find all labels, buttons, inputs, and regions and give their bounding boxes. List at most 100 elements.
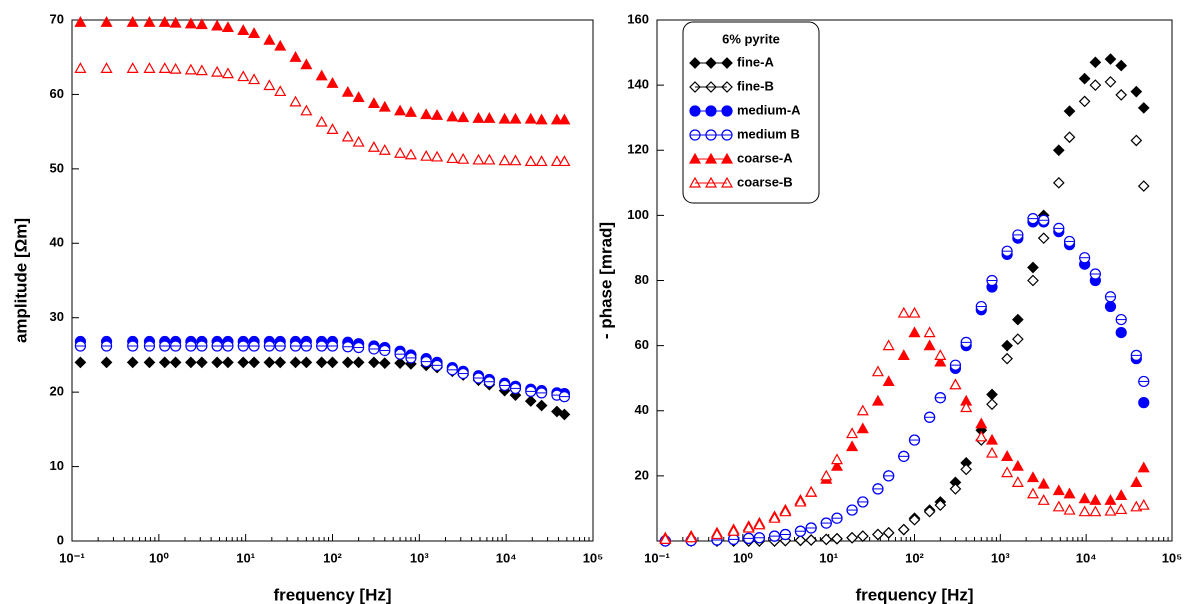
marker — [367, 141, 380, 152]
marker — [1052, 176, 1065, 189]
marker — [289, 95, 302, 107]
marker — [1130, 476, 1143, 487]
marker — [315, 115, 328, 127]
legend-label: coarse-A — [737, 150, 793, 165]
x-tick-label: 10⁵ — [1162, 550, 1183, 565]
marker — [908, 513, 921, 526]
marker — [524, 112, 537, 124]
marker — [404, 148, 417, 160]
marker — [1063, 503, 1076, 515]
marker — [248, 27, 261, 38]
marker — [535, 113, 548, 125]
marker — [897, 523, 910, 536]
legend-label: fine-B — [737, 78, 774, 93]
marker — [685, 531, 698, 543]
marker — [779, 505, 792, 517]
marker — [315, 356, 328, 369]
y-tick-label: 120 — [627, 142, 649, 157]
marker — [1115, 489, 1128, 501]
marker — [211, 65, 224, 77]
marker — [897, 349, 910, 360]
y-tick-label: 40 — [50, 235, 64, 250]
marker — [794, 495, 807, 507]
marker — [985, 446, 999, 458]
legend-label: medium B — [737, 126, 800, 141]
x-tick-label: 10⁴ — [1076, 550, 1097, 565]
marker — [846, 427, 859, 439]
series — [74, 62, 571, 167]
marker — [289, 50, 302, 62]
marker — [805, 534, 817, 546]
marker — [908, 326, 921, 338]
marker — [394, 146, 407, 158]
marker — [300, 104, 313, 116]
marker — [457, 152, 470, 164]
marker — [195, 18, 208, 30]
marker — [100, 15, 113, 27]
marker — [871, 394, 884, 406]
marker — [986, 398, 998, 411]
marker — [263, 79, 276, 91]
marker — [1104, 504, 1117, 516]
marker — [143, 62, 156, 73]
x-axis-label: frequency [Hz] — [273, 585, 391, 604]
marker — [949, 378, 962, 390]
marker — [986, 388, 998, 401]
marker — [289, 356, 302, 369]
marker — [446, 152, 459, 164]
marker — [263, 33, 276, 45]
legend: 6% pyrite fine-A fine-B medium-A medium B coa… — [682, 21, 820, 204]
legend-box — [682, 21, 820, 204]
marker — [524, 395, 537, 407]
y-tick-label: 80 — [635, 272, 649, 287]
marker — [74, 356, 87, 369]
marker — [1089, 505, 1102, 517]
marker — [457, 111, 470, 123]
marker — [1130, 85, 1143, 98]
marker — [420, 149, 433, 161]
marker — [1001, 352, 1013, 365]
marker — [446, 110, 459, 122]
marker — [274, 85, 287, 97]
x-tick-label: 10² — [905, 550, 924, 565]
marker — [1037, 477, 1050, 489]
marker — [378, 100, 391, 112]
marker — [509, 154, 522, 166]
marker — [985, 433, 999, 445]
marker — [221, 21, 234, 33]
marker — [960, 463, 973, 476]
marker — [1104, 494, 1117, 505]
marker — [535, 399, 548, 412]
marker — [794, 534, 807, 547]
marker — [934, 499, 947, 512]
marker — [378, 357, 391, 369]
marker — [1137, 102, 1150, 114]
marker — [341, 85, 354, 97]
marker — [830, 453, 844, 465]
marker — [211, 19, 224, 31]
marker — [394, 357, 406, 369]
marker — [472, 112, 485, 123]
marker — [1012, 313, 1024, 326]
x-tick-label: 10² — [323, 550, 342, 565]
marker — [368, 356, 380, 369]
marker — [975, 430, 988, 442]
y-tick-label: 140 — [627, 77, 649, 92]
marker — [274, 356, 287, 369]
marker — [897, 306, 910, 318]
marker — [710, 528, 724, 540]
marker — [483, 112, 496, 123]
marker — [1089, 494, 1102, 505]
marker — [846, 440, 859, 452]
legend-label: coarse-B — [737, 174, 793, 189]
marker — [158, 356, 171, 369]
marker — [1063, 487, 1076, 499]
series — [659, 306, 1150, 544]
marker — [1078, 95, 1091, 108]
x-tick-label: 10⁻¹ — [644, 550, 670, 565]
marker — [237, 24, 250, 36]
marker — [74, 15, 87, 27]
marker — [248, 73, 261, 85]
marker — [1138, 397, 1150, 409]
